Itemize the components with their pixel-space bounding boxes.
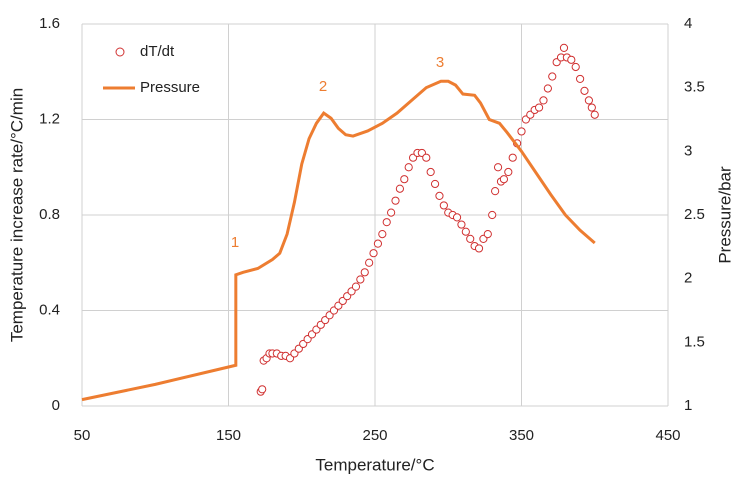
y2-tick-label: 3 xyxy=(684,142,692,159)
data-point xyxy=(534,103,544,112)
legend-label: Pressure xyxy=(140,79,200,96)
data-point xyxy=(395,184,405,193)
y-tick-label: 0 xyxy=(52,397,60,414)
y2-tick-label: 1 xyxy=(684,397,692,414)
data-point xyxy=(543,84,552,93)
data-point xyxy=(576,74,585,84)
y2-axis-title: Pressure/bar xyxy=(715,166,734,264)
data-point xyxy=(548,72,557,81)
data-point xyxy=(351,282,361,291)
data-point xyxy=(559,43,569,52)
data-point xyxy=(391,196,400,205)
data-point xyxy=(504,167,513,177)
data-point xyxy=(400,175,409,184)
annotation: 1 xyxy=(231,234,239,251)
y2-tick-label: 2.5 xyxy=(684,206,705,223)
data-point xyxy=(378,230,387,239)
data-point xyxy=(430,179,440,189)
annotation: 2 xyxy=(319,78,327,95)
data-point xyxy=(373,239,383,248)
y2-tick-label: 4 xyxy=(684,15,692,32)
data-point xyxy=(435,191,444,200)
data-point xyxy=(466,234,475,243)
x-tick-label: 350 xyxy=(509,427,534,444)
y-axis-title: Temperature increase rate/°C/min xyxy=(7,88,26,342)
data-point xyxy=(452,213,462,222)
y-tick-label: 0.4 xyxy=(39,301,60,318)
data-point xyxy=(493,163,503,172)
data-point xyxy=(365,258,374,267)
data-point xyxy=(426,167,435,177)
data-point xyxy=(457,220,466,229)
data-point xyxy=(439,201,448,210)
data-point xyxy=(369,249,378,258)
data-point xyxy=(580,86,589,95)
data-point xyxy=(567,55,576,64)
data-point xyxy=(356,275,365,284)
pressure-line xyxy=(81,79,596,402)
annotation: 3 xyxy=(436,54,444,71)
data-point xyxy=(587,103,596,112)
y-tick-label: 0.8 xyxy=(39,206,60,223)
data-point xyxy=(422,153,431,162)
data-point xyxy=(488,210,497,220)
data-point xyxy=(461,227,470,236)
data-point xyxy=(387,208,396,217)
legend-label: dT/dt xyxy=(140,43,175,60)
data-point xyxy=(499,175,509,184)
y2-tick-label: 2 xyxy=(684,270,692,287)
data-point xyxy=(474,244,484,253)
x-tick-label: 450 xyxy=(655,427,680,444)
data-point xyxy=(258,385,267,394)
x-axis-title: Temperature/°C xyxy=(315,455,434,474)
data-point xyxy=(491,187,500,196)
x-tick-label: 50 xyxy=(74,427,91,444)
data-point xyxy=(360,268,369,277)
data-point xyxy=(539,96,548,105)
y-tick-label: 1.2 xyxy=(39,110,60,127)
x-tick-label: 250 xyxy=(362,427,387,444)
data-point xyxy=(508,153,517,162)
data-point xyxy=(483,230,492,239)
data-point xyxy=(584,96,593,105)
y2-tick-label: 3.5 xyxy=(684,79,705,96)
legend-marker xyxy=(115,47,125,57)
data-point xyxy=(404,163,413,172)
data-point xyxy=(382,218,391,227)
data-point xyxy=(590,110,599,119)
x-tick-label: 150 xyxy=(216,427,241,444)
data-point xyxy=(571,62,580,72)
y-tick-label: 1.6 xyxy=(39,15,60,32)
y2-tick-label: 1.5 xyxy=(684,333,705,350)
data-point xyxy=(517,127,526,136)
